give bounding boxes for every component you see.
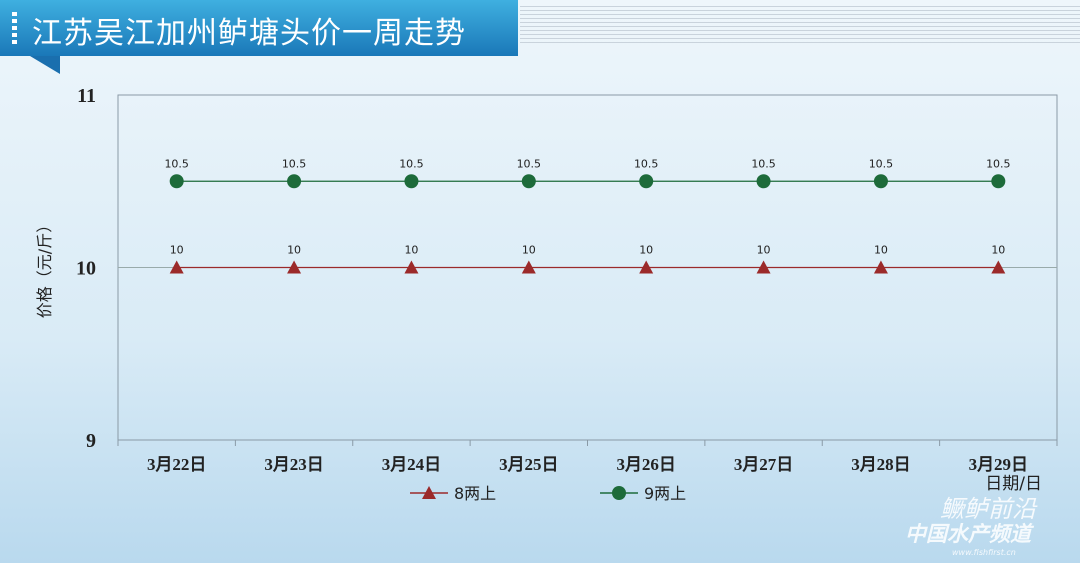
data-point-circle bbox=[756, 174, 771, 189]
dots-decoration bbox=[12, 12, 17, 44]
data-label: 10 bbox=[639, 244, 653, 257]
legend-marker-triangle bbox=[422, 486, 436, 499]
stripes-decoration bbox=[520, 6, 1080, 46]
data-label: 10.5 bbox=[869, 157, 894, 170]
data-label: 10.5 bbox=[399, 157, 424, 170]
banner-tail bbox=[30, 56, 60, 74]
data-label: 10 bbox=[522, 244, 536, 257]
watermark-channel: 中国水产频道 bbox=[905, 522, 1031, 546]
x-tick-label: 3月29日 bbox=[969, 455, 1029, 474]
data-label: 10.5 bbox=[164, 157, 189, 170]
x-axis-label: 日期/日 bbox=[985, 474, 1042, 494]
data-label: 10 bbox=[170, 244, 184, 257]
x-tick-label: 3月22日 bbox=[147, 455, 207, 474]
data-point-triangle bbox=[756, 260, 771, 274]
x-tick-label: 3月27日 bbox=[734, 455, 794, 474]
data-label: 10.5 bbox=[751, 157, 776, 170]
y-axis-label: 价格（元/斤） bbox=[35, 217, 54, 318]
data-point-triangle bbox=[639, 260, 654, 274]
y-tick-label: 9 bbox=[86, 430, 96, 452]
data-point-circle bbox=[991, 174, 1006, 189]
data-point-circle bbox=[873, 174, 888, 189]
data-label: 10.5 bbox=[986, 157, 1011, 170]
x-tick-label: 3月26日 bbox=[616, 455, 676, 474]
data-point-triangle bbox=[287, 260, 302, 274]
data-label: 10 bbox=[404, 244, 418, 257]
data-point-triangle bbox=[169, 260, 184, 274]
legend-label: 9两上 bbox=[644, 484, 686, 503]
title-banner: 江苏吴江加州鲈塘头价一周走势 bbox=[0, 0, 518, 56]
data-label: 10.5 bbox=[282, 157, 307, 170]
watermark-url: www.fishfirst.cn bbox=[952, 548, 1016, 557]
data-point-circle bbox=[169, 174, 184, 189]
legend-label: 8两上 bbox=[454, 484, 496, 503]
data-label: 10.5 bbox=[634, 157, 659, 170]
data-point-triangle bbox=[521, 260, 536, 274]
data-point-triangle bbox=[873, 260, 888, 274]
x-tick-label: 3月25日 bbox=[499, 455, 559, 474]
data-label: 10.5 bbox=[517, 157, 542, 170]
chart-title: 江苏吴江加州鲈塘头价一周走势 bbox=[32, 16, 466, 51]
data-point-circle bbox=[404, 174, 419, 189]
y-tick-label: 10 bbox=[76, 258, 96, 280]
data-point-circle bbox=[287, 174, 302, 189]
x-tick-label: 3月28日 bbox=[851, 455, 911, 474]
legend-marker-circle bbox=[612, 486, 626, 500]
y-tick-label: 11 bbox=[77, 85, 96, 107]
data-label: 10 bbox=[991, 244, 1005, 257]
data-point-triangle bbox=[404, 260, 419, 274]
watermark-brand: 鳜鲈前沿 bbox=[940, 495, 1036, 523]
data-point-circle bbox=[639, 174, 654, 189]
data-point-circle bbox=[521, 174, 536, 189]
x-tick-label: 3月24日 bbox=[382, 455, 442, 474]
data-point-triangle bbox=[991, 260, 1006, 274]
x-tick-label: 3月23日 bbox=[264, 455, 324, 474]
data-label: 10 bbox=[874, 244, 888, 257]
data-label: 10 bbox=[287, 244, 301, 257]
data-label: 10 bbox=[757, 244, 771, 257]
